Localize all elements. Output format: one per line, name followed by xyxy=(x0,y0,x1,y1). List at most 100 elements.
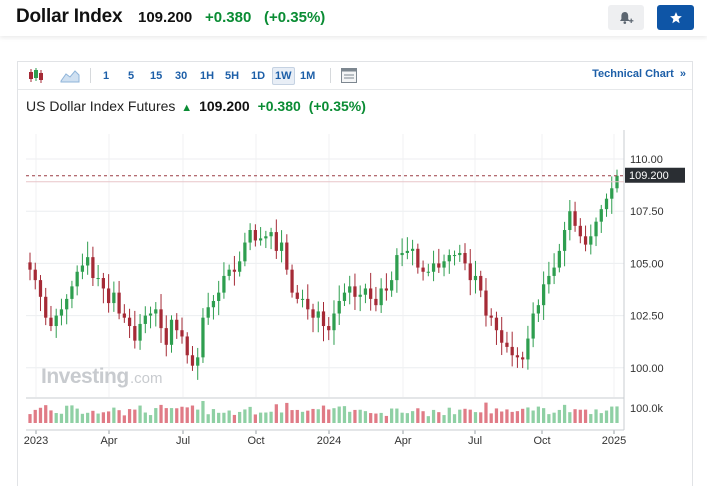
candle-body xyxy=(248,230,252,243)
volume-bar xyxy=(557,409,561,423)
volume-bar xyxy=(463,408,467,423)
volume-bar xyxy=(332,408,336,423)
volume-bar xyxy=(248,406,252,423)
interval-15[interactable]: 15 xyxy=(150,70,163,82)
candle-body xyxy=(159,309,163,329)
volume-bar xyxy=(201,401,205,423)
x-tick-label: Jul xyxy=(176,435,190,447)
add-to-watchlist-button[interactable] xyxy=(657,5,694,30)
volume-bar xyxy=(489,413,493,423)
volume-bar xyxy=(274,404,278,423)
volume-bar xyxy=(494,408,499,423)
candle-body xyxy=(395,255,399,281)
candle-body xyxy=(75,271,79,287)
candle-body xyxy=(342,292,347,301)
candle-body xyxy=(400,252,404,256)
interval-1[interactable]: 1 xyxy=(103,70,110,82)
volume-bar xyxy=(458,409,462,423)
candle-body xyxy=(65,298,69,310)
candle-body xyxy=(552,267,556,276)
volume-bar xyxy=(33,409,37,423)
volume-bar xyxy=(59,413,64,423)
volume-bar xyxy=(306,410,310,423)
area-chart-icon[interactable] xyxy=(60,67,80,84)
candle-body xyxy=(594,221,598,237)
volume-bar xyxy=(86,412,90,423)
candle-body xyxy=(363,288,368,295)
volume-bar xyxy=(473,412,478,423)
interval-1d[interactable]: 1D xyxy=(251,70,266,82)
volume-bar xyxy=(379,412,383,423)
candle-body xyxy=(285,242,289,270)
interval-1w[interactable]: 1W xyxy=(272,67,295,85)
add-alert-button[interactable] xyxy=(608,5,644,30)
candle-body xyxy=(353,286,357,297)
volume-bar xyxy=(185,407,189,423)
candle-body xyxy=(526,338,530,360)
candle-body xyxy=(589,236,593,245)
volume-bar xyxy=(154,408,158,423)
candle-body xyxy=(484,290,488,316)
volume-bar xyxy=(395,408,399,423)
interval-5h[interactable]: 5H xyxy=(225,70,240,82)
y-tick-label: 100.00 xyxy=(630,363,664,375)
volume-bar xyxy=(269,411,273,423)
volume-bar xyxy=(232,414,237,423)
candle-body xyxy=(274,232,278,251)
candle-body xyxy=(316,311,320,318)
watermark-logo: Investing xyxy=(41,365,129,388)
candle-body xyxy=(33,269,37,281)
candle-body xyxy=(133,326,137,341)
candlestick-icon[interactable] xyxy=(27,67,45,84)
interval-5[interactable]: 5 xyxy=(128,70,135,82)
volume-bar xyxy=(238,411,242,423)
volume-bar xyxy=(531,410,535,423)
candle-body xyxy=(583,236,588,245)
candle-body xyxy=(290,269,294,293)
candle-body xyxy=(206,307,210,318)
volume-bar xyxy=(562,404,567,423)
volume-bar xyxy=(75,408,79,423)
candle-body xyxy=(358,294,362,297)
interval-1m[interactable]: 1M xyxy=(300,70,316,82)
candle-body xyxy=(201,317,205,358)
candle-body xyxy=(122,313,126,318)
volume-bar xyxy=(363,411,368,423)
volume-bar xyxy=(500,411,504,423)
candle-body xyxy=(196,357,200,366)
volume-bar xyxy=(615,406,619,423)
candle-body xyxy=(421,267,425,272)
candle-body xyxy=(610,188,614,199)
volume-bar xyxy=(610,406,614,423)
technical-chart-link[interactable]: Technical Chart » xyxy=(592,68,686,80)
interval-1h[interactable]: 1H xyxy=(200,70,215,82)
candle-body xyxy=(222,275,226,293)
candle-body xyxy=(348,286,352,293)
volume-bar xyxy=(578,409,582,423)
candlestick-chart[interactable]: Investing .com 110.00 107.50 105.00 102.50 10… xyxy=(18,62,692,487)
layout-icon[interactable] xyxy=(340,67,358,84)
volume-bar xyxy=(264,412,268,423)
volume-bar xyxy=(70,405,74,423)
volume-bar xyxy=(253,414,257,423)
candle-body xyxy=(138,323,142,341)
volume-bar xyxy=(321,405,326,423)
bell-plus-icon xyxy=(620,11,634,24)
candle-body xyxy=(599,209,603,222)
candle-body xyxy=(106,288,111,304)
candle-body xyxy=(112,292,116,304)
instrument-line: US Dollar Index Futures ▲ 109.200 +0.380… xyxy=(26,98,366,114)
candle-body xyxy=(321,311,326,327)
volume-bar xyxy=(222,412,226,423)
volume-bar xyxy=(604,410,609,423)
volume-bar xyxy=(405,413,409,423)
star-icon xyxy=(669,11,682,23)
candle-body xyxy=(442,261,446,268)
candle-body xyxy=(306,298,310,310)
interval-30[interactable]: 30 xyxy=(175,70,188,82)
candle-body xyxy=(426,271,430,273)
volume-bar xyxy=(542,408,546,423)
candle-body xyxy=(148,313,153,316)
x-tick-label: 2025 xyxy=(602,435,626,447)
candle-body xyxy=(505,342,509,347)
